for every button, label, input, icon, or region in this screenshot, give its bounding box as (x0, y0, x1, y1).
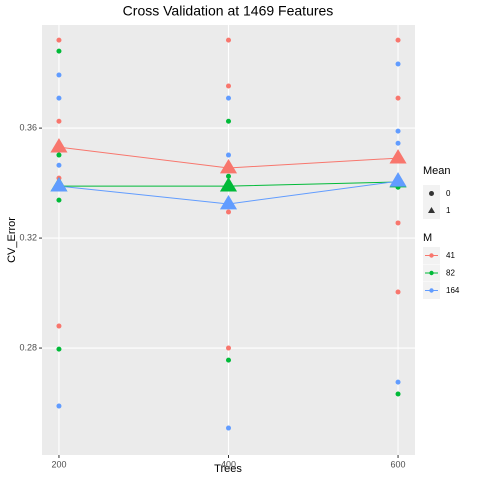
mean-marker (219, 194, 238, 210)
x-tick-label: 200 (51, 459, 66, 469)
y-axis-label: CV_Error (6, 217, 18, 263)
legend-title: Mean (423, 165, 451, 177)
legend-symbol (428, 207, 435, 213)
mean-marker (389, 172, 407, 187)
x-tick-label: 400 (221, 459, 236, 469)
point (226, 152, 231, 158)
point (56, 48, 62, 54)
point (395, 289, 401, 295)
mean-marker (389, 149, 407, 164)
chart-title: Cross Validation at 1469 Features (123, 3, 334, 19)
legends: Mean 0 1 M 41 82 164 (423, 165, 460, 299)
mean-marker (50, 177, 68, 192)
legend-symbol (429, 288, 434, 293)
plot-layer (42, 25, 415, 455)
point (395, 391, 401, 397)
legend-label: 164 (446, 286, 460, 295)
legend-label: 41 (446, 251, 455, 260)
point (226, 83, 231, 89)
point (226, 118, 231, 124)
legend-label: 82 (446, 269, 455, 278)
point (395, 379, 401, 385)
point (395, 128, 401, 134)
legend-label: 1 (446, 206, 451, 215)
legend-symbol (429, 270, 434, 276)
point (395, 37, 401, 43)
legend-symbol (429, 253, 434, 258)
legend-symbol (429, 191, 434, 196)
legend-label: 0 (446, 189, 451, 198)
point (226, 345, 231, 351)
point (226, 357, 231, 363)
point (56, 197, 62, 203)
point (226, 425, 231, 431)
point (226, 209, 231, 215)
y-tick-label: 0.28 (19, 342, 37, 352)
point (56, 37, 62, 43)
y-tick-label: 0.36 (19, 122, 37, 132)
point (395, 220, 401, 226)
point (56, 323, 62, 329)
point (56, 403, 62, 409)
point (56, 152, 62, 158)
x-tick-label: 600 (391, 459, 406, 469)
point (56, 346, 62, 352)
point (56, 72, 62, 78)
point (226, 37, 231, 43)
mean-marker (219, 158, 238, 174)
point (56, 95, 62, 101)
point (395, 95, 401, 101)
legend-title: M (423, 232, 432, 244)
point (56, 118, 62, 124)
point (395, 61, 401, 67)
point (56, 162, 62, 168)
point (395, 140, 401, 146)
y-tick-label: 0.32 (19, 232, 37, 242)
mean-marker (219, 177, 238, 192)
mean-marker (50, 138, 68, 153)
point (226, 95, 231, 101)
x-axis-label: Trees (214, 463, 242, 475)
point (226, 173, 231, 179)
